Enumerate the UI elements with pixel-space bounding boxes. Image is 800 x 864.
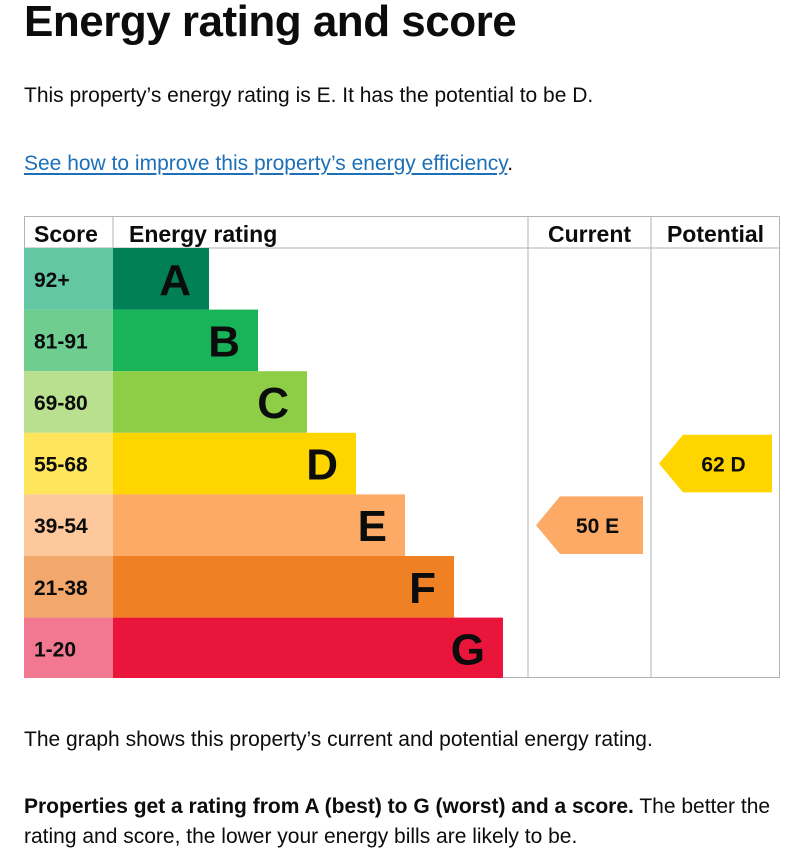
current-header: Current — [548, 221, 631, 247]
rating-letter-d: D — [306, 441, 338, 490]
rating-summary: This property’s energy rating is E. It h… — [24, 84, 594, 107]
score-cell-a — [24, 248, 113, 310]
rating-bar-g — [113, 617, 503, 678]
page-title: Energy rating and score — [24, 0, 517, 46]
potential-rating-marker — [659, 434, 772, 493]
score-cell-f — [24, 556, 113, 618]
rating-explanation: Properties get a rating from A (best) to… — [24, 792, 784, 852]
rating-letter-a: A — [159, 256, 191, 305]
potential-header: Potential — [667, 221, 764, 247]
rating-explanation-bold: Properties get a rating from A (best) to… — [24, 795, 634, 818]
rating-letter-e: E — [358, 502, 387, 551]
rating-bar-d — [113, 432, 356, 495]
rating-letter-g: G — [451, 625, 485, 674]
rating-bar-e — [113, 494, 405, 556]
rating-bar-c — [113, 371, 307, 433]
score-range-f: 21-38 — [34, 577, 88, 600]
score-cell-g — [24, 617, 113, 678]
rating-letter-b: B — [208, 317, 240, 366]
score-cell-d — [24, 432, 113, 495]
current-rating-marker-label: 50 E — [576, 515, 619, 538]
current-rating-marker — [536, 496, 643, 554]
rating-letter-f: F — [409, 564, 436, 613]
rating-bar-b — [113, 309, 258, 372]
graph-description: The graph shows this property’s current … — [24, 728, 653, 751]
energy-rating-header: Energy rating — [129, 221, 277, 247]
cutoff-text-line — [24, 858, 364, 864]
rating-bar-a — [113, 248, 209, 310]
energy-rating-chart: Score Energy rating Current Potential 92+ A 81… — [24, 216, 780, 678]
score-range-d: 55-68 — [34, 454, 88, 477]
rating-explanation-rest: The better the rating and score, the low… — [24, 795, 771, 848]
potential-rating-marker-label: 62 D — [701, 454, 745, 477]
improve-paragraph: See how to improve this property’s energ… — [24, 152, 513, 176]
score-range-a: 92+ — [34, 269, 70, 292]
score-cell-c — [24, 371, 113, 433]
energy-rating-graph: Score Energy rating Current Potential 92+ A 81… — [24, 216, 780, 678]
rating-bar-f — [113, 556, 454, 618]
score-range-g: 1-20 — [34, 638, 76, 661]
score-range-e: 39-54 — [34, 515, 88, 538]
score-header: Score — [34, 221, 98, 247]
rating-letter-c: C — [257, 379, 289, 428]
score-cell-e — [24, 494, 113, 556]
improve-energy-link[interactable]: See how to improve this property’s energ… — [24, 152, 508, 175]
improve-link-suffix: . — [507, 152, 514, 175]
score-range-c: 69-80 — [34, 392, 88, 415]
score-range-b: 81-91 — [34, 330, 88, 353]
score-cell-b — [24, 309, 113, 372]
